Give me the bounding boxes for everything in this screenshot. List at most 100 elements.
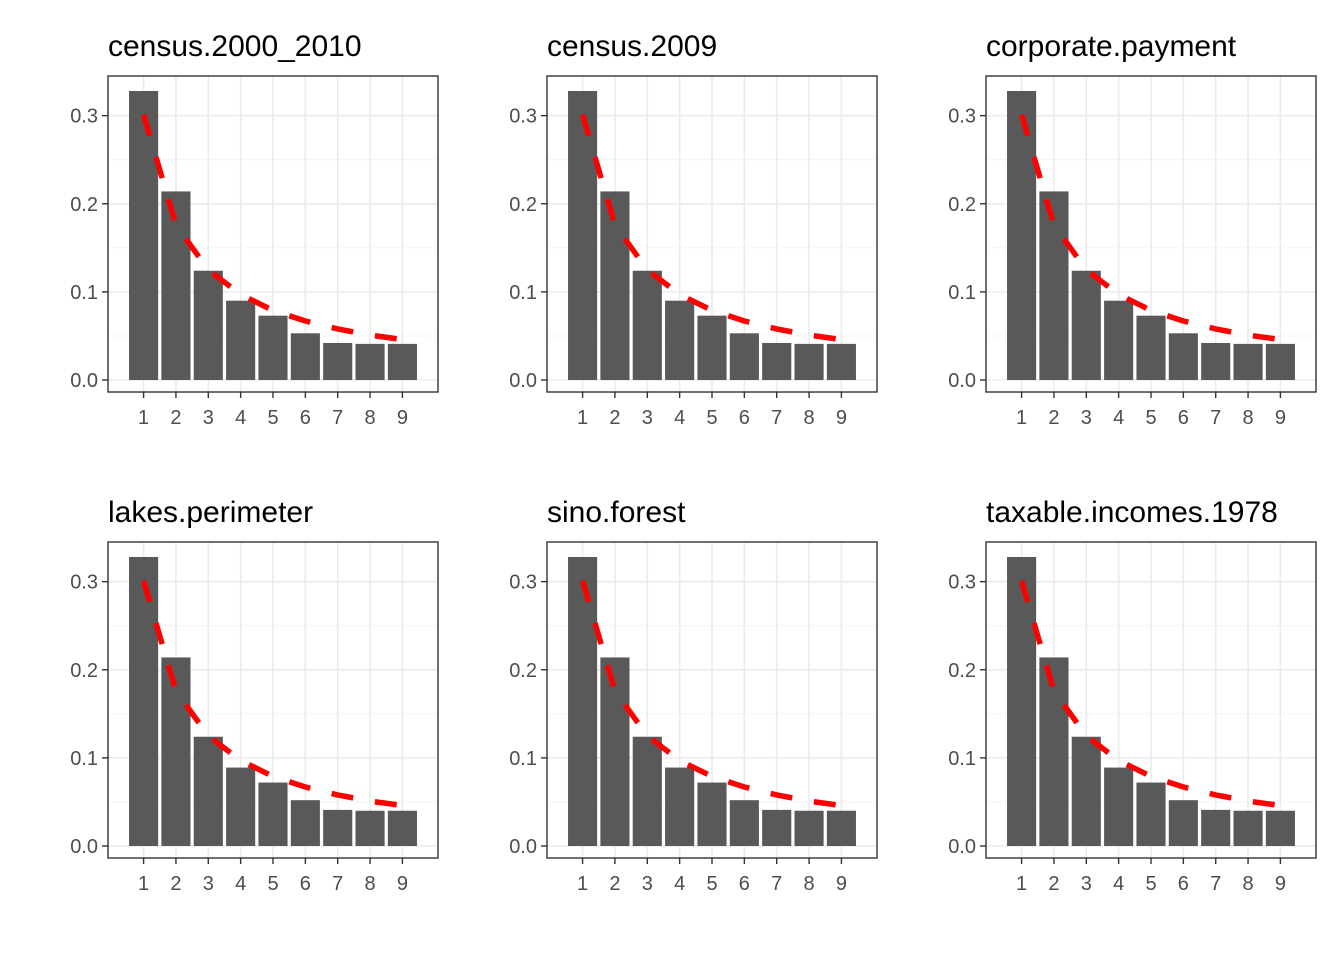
- x-tick-label: 2: [170, 407, 181, 429]
- x-tick-label: 3: [203, 407, 214, 429]
- bar: [568, 556, 598, 846]
- x-tick-label: 4: [674, 873, 685, 895]
- x-tick-label: 8: [364, 873, 375, 895]
- bar: [632, 270, 662, 380]
- x-tick-label: 9: [836, 873, 847, 895]
- y-tick-label: 0.2: [70, 660, 98, 682]
- expected-line: [579, 580, 842, 809]
- bar: [226, 300, 256, 380]
- bar: [1104, 300, 1134, 380]
- panel-title: census.2009: [547, 30, 717, 63]
- bar: [1007, 556, 1037, 846]
- bar: [1136, 782, 1166, 846]
- bar: [1168, 333, 1198, 380]
- x-tick-label: 5: [267, 873, 278, 895]
- facet-panel: 0.0 0.1 0.2 0.3 1 2 3 4 5 6 7 8 9 lakes.perimeter: [70, 496, 439, 895]
- bar: [258, 315, 288, 380]
- x-tick-label: 6: [300, 407, 311, 429]
- bar: [826, 343, 856, 380]
- bar: [290, 800, 320, 846]
- bar: [387, 343, 417, 380]
- x-tick-label: 7: [771, 873, 782, 895]
- y-tick-label: 0.2: [509, 660, 537, 682]
- y-tick-label: 0.2: [70, 194, 98, 216]
- bar: [665, 767, 695, 846]
- bar: [129, 556, 159, 846]
- bar: [129, 90, 159, 381]
- bar: [1265, 810, 1295, 846]
- bar: [1168, 800, 1198, 846]
- x-tick-label: 7: [332, 873, 343, 895]
- y-tick-label: 0.1: [509, 282, 537, 304]
- x-tick-label: 1: [577, 407, 588, 429]
- bar: [161, 657, 191, 846]
- x-tick-label: 7: [1210, 873, 1221, 895]
- x-tick-label: 9: [836, 407, 847, 429]
- x-tick-label: 6: [300, 873, 311, 895]
- x-tick-label: 5: [706, 873, 717, 895]
- x-tick-label: 5: [1145, 873, 1156, 895]
- bar: [665, 300, 695, 380]
- x-tick-label: 2: [1048, 407, 1059, 429]
- facet-panel: 0.0 0.1 0.2 0.3 1 2 3 4 5 6 7 8 9 sino.forest: [509, 496, 878, 895]
- y-tick-label: 0.3: [70, 106, 98, 128]
- y-tick-label: 0.2: [948, 194, 976, 216]
- x-tick-label: 1: [138, 407, 149, 429]
- x-tick-label: 9: [1275, 873, 1286, 895]
- y-tick-label: 0.3: [509, 572, 537, 594]
- bar: [355, 810, 385, 846]
- bar: [794, 810, 824, 846]
- bar: [794, 343, 824, 380]
- y-tick-label: 0.1: [70, 282, 98, 304]
- x-tick-label: 4: [235, 873, 246, 895]
- bar: [193, 736, 223, 846]
- x-tick-label: 6: [1178, 407, 1189, 429]
- x-tick-label: 6: [739, 407, 750, 429]
- bar: [1265, 343, 1295, 380]
- x-tick-label: 7: [332, 407, 343, 429]
- bar: [600, 191, 630, 380]
- x-tick-label: 6: [739, 873, 750, 895]
- x-tick-label: 5: [1145, 407, 1156, 429]
- x-tick-label: 8: [803, 873, 814, 895]
- x-tick-label: 4: [674, 407, 685, 429]
- x-tick-label: 8: [364, 407, 375, 429]
- bar: [323, 342, 353, 380]
- panel-title: lakes.perimeter: [108, 496, 313, 529]
- x-tick-label: 8: [1242, 407, 1253, 429]
- y-tick-label: 0.1: [948, 282, 976, 304]
- x-tick-label: 4: [1113, 407, 1124, 429]
- facet-panel: 0.0 0.1 0.2 0.3 1 2 3 4 5 6 7 8 9 census.2000_2010: [70, 30, 439, 429]
- bar: [1233, 810, 1263, 846]
- facet-panel: 0.0 0.1 0.2 0.3 1 2 3 4 5 6 7 8 9 taxable.incomes.197…: [948, 496, 1317, 895]
- x-tick-label: 3: [1081, 873, 1092, 895]
- x-tick-label: 4: [235, 407, 246, 429]
- x-tick-label: 9: [1275, 407, 1286, 429]
- bar: [1039, 191, 1069, 380]
- bar: [762, 809, 792, 846]
- x-tick-label: 9: [397, 407, 408, 429]
- x-tick-label: 3: [642, 873, 653, 895]
- panel-title: taxable.incomes.1978: [986, 496, 1278, 529]
- x-tick-label: 3: [642, 407, 653, 429]
- facet-panel: 0.0 0.1 0.2 0.3 1 2 3 4 5 6 7 8 9 corporate.payment: [948, 30, 1317, 429]
- bar: [826, 810, 856, 846]
- x-tick-label: 2: [1048, 873, 1059, 895]
- y-tick-label: 0.3: [509, 106, 537, 128]
- x-tick-label: 5: [706, 407, 717, 429]
- x-tick-label: 9: [397, 873, 408, 895]
- bar: [600, 657, 630, 846]
- y-tick-label: 0.0: [509, 836, 537, 858]
- facet-panel: 0.0 0.1 0.2 0.3 1 2 3 4 5 6 7 8 9 census.2009: [509, 30, 878, 429]
- panel-title: census.2000_2010: [108, 30, 362, 63]
- y-tick-label: 0.0: [70, 836, 98, 858]
- y-tick-label: 0.3: [948, 572, 976, 594]
- bar: [226, 767, 256, 846]
- x-tick-label: 1: [138, 873, 149, 895]
- bar: [1201, 809, 1231, 846]
- bar: [290, 333, 320, 380]
- bar: [1136, 315, 1166, 380]
- x-tick-label: 5: [267, 407, 278, 429]
- bar: [193, 270, 223, 380]
